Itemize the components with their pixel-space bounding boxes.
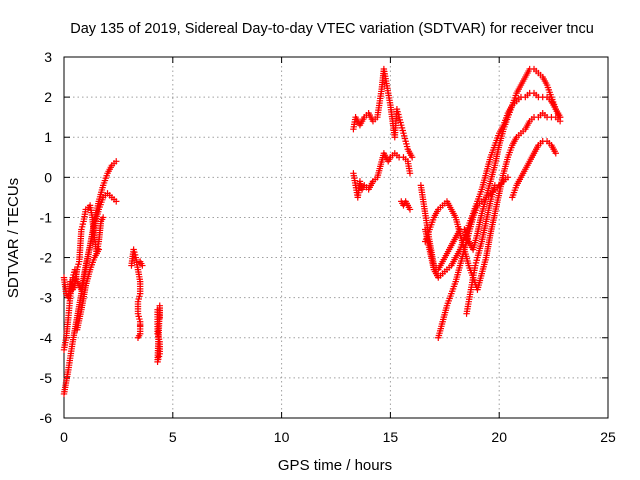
grid-layer: [64, 57, 608, 418]
x-tick-label: 20: [491, 429, 507, 445]
series-track-f: [154, 302, 163, 366]
data-point: [491, 182, 499, 189]
data-point: [95, 246, 103, 253]
series-track-o: [509, 138, 559, 201]
data-point: [406, 170, 414, 177]
chart-title: Day 135 of 2019, Sidereal Day-to-day VTE…: [70, 21, 594, 37]
data-point: [136, 322, 144, 329]
y-tick-label: 3: [44, 49, 52, 65]
data-point: [134, 334, 142, 341]
data-point: [99, 214, 107, 221]
data-point: [113, 158, 120, 165]
y-tick-label: 1: [44, 129, 52, 145]
y-tick-label: 0: [44, 169, 52, 185]
series-track-n: [463, 182, 499, 317]
series-track-b: [60, 190, 120, 354]
y-tick-label: -4: [40, 330, 53, 346]
y-tick-label: 2: [44, 89, 52, 105]
data-point: [406, 206, 414, 213]
y-tick-label: -1: [40, 209, 53, 225]
series-track-g: [350, 65, 416, 161]
y-tick-label: -3: [40, 290, 53, 306]
y-tick-label: -5: [40, 370, 53, 386]
x-axis-title: GPS time / hours: [278, 457, 392, 474]
y-axis-title: SDTVAR / TECUs: [5, 178, 22, 298]
series-track-h: [350, 150, 414, 201]
series-track-l: [435, 174, 512, 341]
tick-layer: 0 5 10 15 20 25 -6 -5 -4 -3 -2 -1 0 1 2 3: [40, 49, 616, 445]
series-track-d: [73, 246, 103, 333]
x-tick-label: 0: [60, 429, 68, 445]
data-point: [552, 150, 559, 157]
x-tick-label: 25: [600, 429, 616, 445]
data-point: [408, 154, 416, 161]
plot-frame: [63, 56, 609, 419]
data-point: [113, 198, 120, 205]
x-tick-label: 5: [169, 429, 177, 445]
x-tick-label: 10: [274, 429, 290, 445]
data-point: [556, 117, 564, 125]
y-tick-label: -2: [40, 250, 53, 266]
x-tick-label: 15: [383, 429, 399, 445]
data-point: [156, 314, 163, 321]
data-point: [139, 262, 146, 269]
y-tick-label: -6: [40, 410, 53, 426]
data-points: [60, 65, 564, 398]
series-track-i: [398, 198, 414, 213]
series-track-e: [128, 246, 146, 341]
